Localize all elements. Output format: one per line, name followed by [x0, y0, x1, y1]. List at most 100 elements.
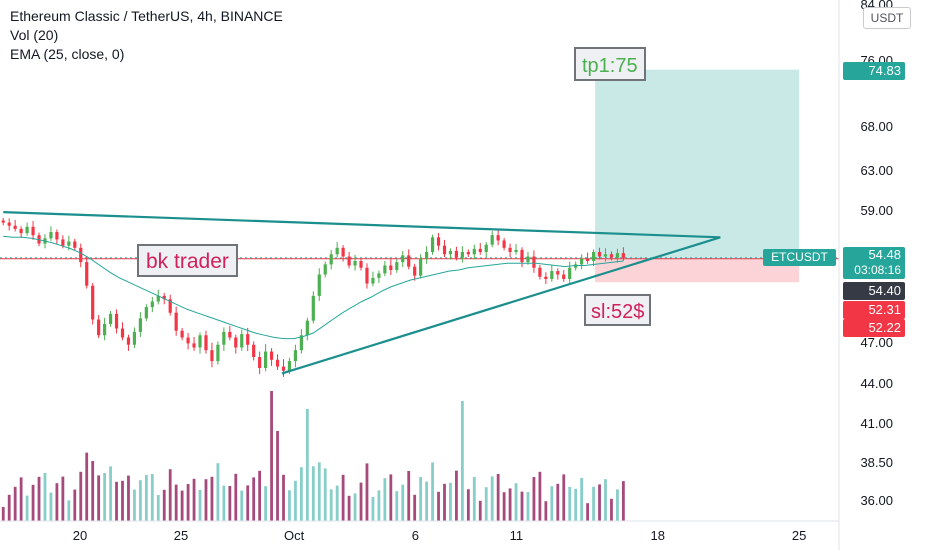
candle: [556, 268, 560, 280]
volume-bar: [61, 476, 65, 521]
descending-resistance-trendline[interactable]: [3, 211, 721, 239]
candle: [508, 243, 512, 258]
time-tick-label: 18: [650, 528, 664, 543]
volume-bar: [460, 401, 464, 521]
candle: [472, 244, 476, 260]
candle: [562, 270, 566, 282]
candle: [240, 329, 244, 351]
entry-price-tag: 54.40: [843, 282, 905, 300]
candle: [79, 243, 83, 268]
candle: [204, 330, 208, 354]
volume-bar: [85, 452, 89, 521]
volume-bar: [222, 485, 226, 521]
candle: [430, 234, 435, 255]
volume-bar: [276, 431, 279, 521]
volume-bar: [258, 470, 262, 521]
trendlines[interactable]: [3, 211, 721, 375]
candle: [568, 261, 572, 285]
volume-bar: [449, 482, 452, 521]
candle: [603, 248, 608, 262]
candle: [323, 261, 327, 278]
volume-bar: [216, 463, 220, 521]
volume-bar: [556, 483, 560, 521]
volume-bar: [490, 476, 494, 521]
volume-bar: [592, 486, 595, 521]
candle: [120, 322, 125, 341]
symbol-title[interactable]: Ethereum Classic / TetherUS, 4h, BINANCE: [10, 8, 283, 24]
candle: [484, 242, 488, 258]
ema-indicator-label[interactable]: EMA (25, close, 0): [10, 46, 125, 62]
volume-bars: [1, 391, 625, 521]
volume-bar: [204, 479, 208, 521]
volume-bar: [67, 500, 71, 521]
volume-bar: [616, 489, 619, 521]
volume-indicator-label[interactable]: Vol (20): [10, 27, 59, 43]
volume-bar: [425, 481, 429, 521]
long-position-tool[interactable]: [595, 69, 800, 283]
watermark-label[interactable]: bk trader: [137, 244, 238, 277]
candle: [138, 312, 142, 337]
ema-line: [3, 235, 624, 340]
candle: [496, 229, 500, 246]
volume-bar: [180, 490, 184, 521]
price-tick-label: 36.00: [860, 493, 893, 508]
volume-bar: [270, 391, 273, 521]
volume-bar: [484, 487, 488, 521]
candle: [526, 252, 530, 265]
candle: [347, 252, 351, 269]
volume-bar: [598, 484, 601, 521]
candle: [591, 249, 596, 267]
volume-bar: [121, 480, 124, 521]
currency-button[interactable]: USDT: [863, 7, 911, 29]
candle: [383, 261, 387, 277]
volume-bar: [7, 494, 11, 521]
candle: [478, 243, 482, 255]
time-axis[interactable]: 20 25 Oct 6 11 18 25: [73, 528, 807, 543]
candle: [329, 249, 333, 270]
volume-bar: [156, 495, 160, 521]
volume-bar: [341, 474, 345, 521]
sl-label[interactable]: sl:52$: [584, 294, 652, 326]
candle: [234, 334, 238, 354]
candle: [520, 247, 524, 268]
volume-bar: [365, 463, 369, 521]
candle: [580, 254, 584, 270]
candle: [586, 252, 590, 264]
candle: [514, 244, 518, 255]
candle: [126, 334, 131, 351]
volume-bar: [604, 479, 607, 521]
price-tick-label: 44.00: [860, 376, 893, 391]
profit-zone[interactable]: [595, 69, 800, 259]
volume-bar: [437, 491, 440, 521]
time-tick-label: 20: [73, 528, 87, 543]
candle: [210, 342, 214, 368]
volume-bar: [389, 474, 393, 521]
volume-bar: [91, 461, 95, 521]
price-tick-label: 47.00: [860, 335, 893, 350]
volume-bar: [210, 476, 214, 521]
volume-bar: [43, 473, 47, 521]
candle: [544, 272, 548, 285]
candle: [341, 245, 345, 262]
candle: [85, 255, 89, 289]
time-tick-label: Oct: [284, 528, 305, 543]
stop-price-tag: 52.31: [843, 301, 905, 319]
volume-bar: [496, 474, 500, 521]
loss-zone[interactable]: [595, 258, 800, 283]
candle: [192, 336, 196, 351]
last-price-tag: 54.48 03:08:16: [843, 247, 905, 279]
candle: [246, 327, 250, 351]
tp-label[interactable]: tp1:75: [574, 47, 646, 81]
candle: [73, 238, 77, 251]
volume-bar: [1, 507, 5, 521]
volume-bar: [282, 474, 285, 521]
ascending-support-trendline[interactable]: [281, 236, 721, 375]
volume-bar: [294, 480, 297, 521]
volume-bar: [568, 487, 572, 521]
volume-bar: [25, 495, 29, 521]
volume-bar: [186, 484, 190, 521]
volume-bar: [115, 481, 118, 521]
volume-bar: [466, 489, 470, 521]
volume-bar: [162, 489, 166, 521]
volume-bar: [532, 477, 536, 521]
